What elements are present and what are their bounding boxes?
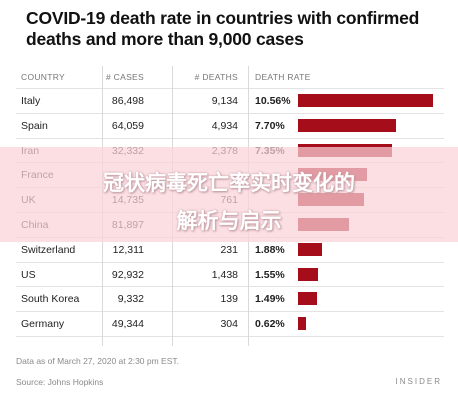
header-death-rate: DEATH RATE xyxy=(255,72,311,82)
deaths-cell: 1,438 xyxy=(211,268,238,281)
country-cell: South Korea xyxy=(21,293,80,306)
table-row: South Korea 9,332 139 1.49% xyxy=(16,286,444,311)
cases-cell: 12,311 xyxy=(112,243,144,256)
country-cell: Spain xyxy=(21,119,48,132)
deaths-cell: 9,134 xyxy=(211,95,238,107)
deaths-cell: 139 xyxy=(220,293,238,306)
death-rate-bar xyxy=(298,118,397,132)
death-rate-bar xyxy=(298,292,318,306)
death-rate-bar xyxy=(298,317,306,331)
cases-cell: 86,498 xyxy=(111,95,144,107)
table-row: US 92,932 1,438 1.55% xyxy=(16,262,444,287)
country-cell: US xyxy=(21,268,36,281)
table-row: Italy 86,498 9,134 10.56% xyxy=(16,88,444,113)
cases-cell: 92,932 xyxy=(111,268,144,281)
source-note: Source: Johns Hopkins xyxy=(16,377,104,387)
deaths-cell: 304 xyxy=(220,318,238,331)
death-rate-bar xyxy=(298,267,318,281)
row-divider xyxy=(16,311,444,313)
table-row: Spain 64,059 4,934 7.70% xyxy=(16,113,444,138)
cases-cell: 9,332 xyxy=(117,293,144,306)
row-divider xyxy=(16,261,444,263)
overlay-headline-line2: 解析与启示 xyxy=(176,209,282,233)
overlay-banner xyxy=(0,147,458,242)
death-rate-cell: 10.56% xyxy=(255,95,291,107)
overlay-headline-line1: 冠状病毒死亡率实时变化的 xyxy=(103,171,355,195)
row-divider xyxy=(16,137,444,139)
death-rate-cell: 7.70% xyxy=(255,119,285,132)
row-divider xyxy=(16,88,444,89)
data-date-note: Data as of March 27, 2020 at 2:30 pm EST… xyxy=(16,356,180,366)
country-cell: Switzerland xyxy=(21,243,76,256)
header-country: COUNTRY xyxy=(21,72,65,82)
deaths-cell: 4,934 xyxy=(211,119,238,132)
death-rate-bar xyxy=(298,94,433,107)
death-rate-cell: 1.55% xyxy=(255,268,285,281)
cases-cell: 49,344 xyxy=(111,318,144,331)
death-rate-cell: 0.62% xyxy=(255,318,285,331)
table-header: COUNTRY # CASES # DEATHS DEATH RATE xyxy=(16,66,444,88)
table-row: Switzerland 12,311 231 1.88% xyxy=(16,237,444,262)
country-cell: Italy xyxy=(21,95,41,107)
brand-logo: INSIDER xyxy=(395,377,442,386)
chart-title: COVID-19 death rate in countries with co… xyxy=(26,8,420,49)
death-rate-bar xyxy=(298,242,323,256)
deaths-cell: 231 xyxy=(220,243,238,256)
table-row: Germany 49,344 304 0.62% xyxy=(16,311,444,336)
row-divider xyxy=(16,112,444,114)
header-cases: # CASES xyxy=(105,72,144,82)
header-deaths: # DEATHS xyxy=(194,72,238,82)
row-divider xyxy=(16,286,444,288)
death-rate-cell: 1.88% xyxy=(255,243,285,256)
country-cell: Germany xyxy=(21,318,65,331)
row-divider xyxy=(16,336,444,337)
cases-cell: 64,059 xyxy=(111,119,144,132)
death-rate-cell: 1.49% xyxy=(255,293,285,306)
